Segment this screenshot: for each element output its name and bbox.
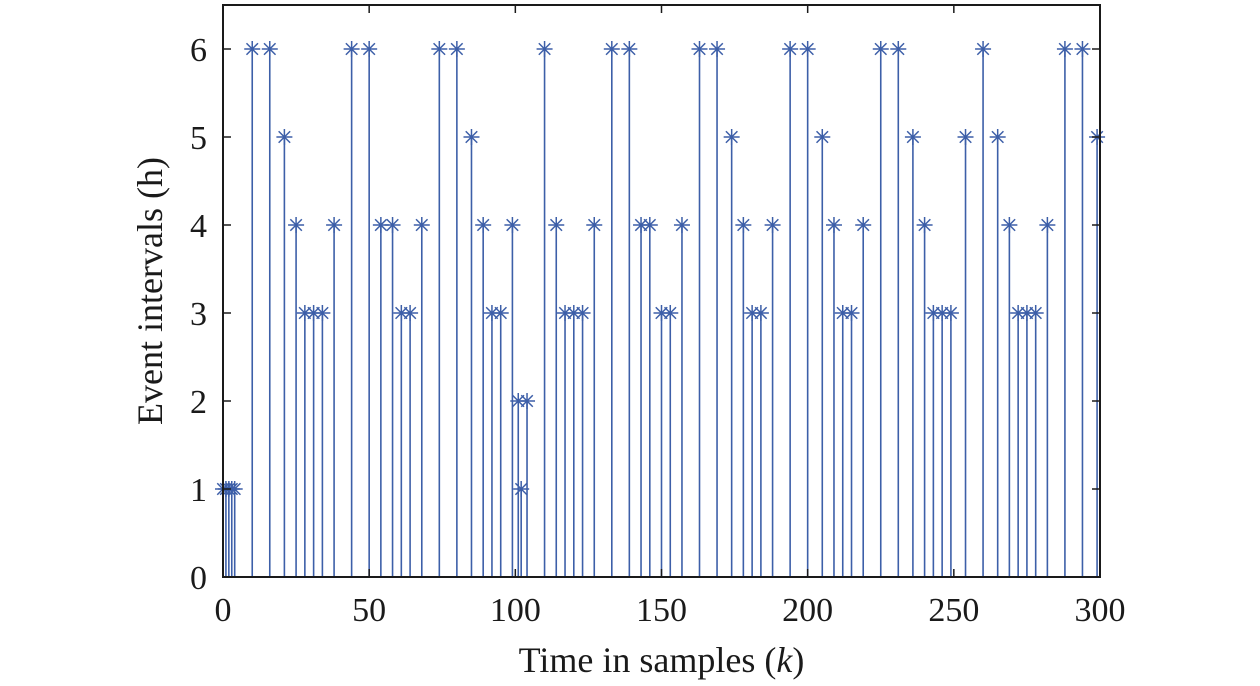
data-point-71 [1039,217,1056,233]
data-point-34 [574,305,591,321]
x-axis-title: Time in samples (k) [519,640,805,680]
y-tick-label-1: 1 [190,472,207,509]
data-point-62 [934,305,951,321]
data-point-23 [475,217,492,233]
data-point-70 [1027,305,1044,321]
data-point-50 [782,41,799,57]
x-tick-label-2: 100 [490,592,541,629]
y-tick-label-2: 2 [190,384,207,421]
data-point-47 [744,305,761,321]
data-point-59 [904,129,921,145]
data-point-39 [641,217,658,233]
data-point-25 [492,305,509,321]
x-tick-label-0: 0 [215,592,232,629]
data-point-45 [723,129,740,145]
data-point-57 [872,41,889,57]
data-point-58 [890,41,907,57]
data-point-7 [276,129,293,145]
data-point-73 [1074,41,1091,57]
data-point-72 [1056,41,1073,57]
y-axis-ticks: 0 1 2 3 4 5 6 [190,32,1100,597]
data-point-42 [673,217,690,233]
data-point-19 [413,217,430,233]
x-tick-label-6: 300 [1075,592,1126,629]
data-point-31 [548,217,565,233]
data-point-21 [448,41,465,57]
data-point-66 [989,129,1006,145]
x-axis-ticks: 0 50 100 150 200 250 300 [215,5,1126,629]
data-point-12 [326,217,343,233]
y-tick-label-5: 5 [190,120,207,157]
x-axis-title-var: k [776,640,793,680]
x-tick-label-3: 150 [636,592,687,629]
data-point-29 [519,393,536,409]
data-point-30 [536,41,553,57]
data-point-6 [261,41,278,57]
data-point-26 [504,217,521,233]
data-point-18 [402,305,419,321]
x-axis-title-suffix: ) [792,640,804,680]
data-point-65 [975,41,992,57]
data-point-36 [603,41,620,57]
data-point-13 [343,41,360,57]
data-point-46 [735,217,752,233]
data-point-37 [621,41,638,57]
data-point-55 [843,305,860,321]
data-point-15 [372,217,389,233]
data-point-56 [855,217,872,233]
data-point-41 [662,305,679,321]
data-point-43 [691,41,708,57]
data-point-64 [957,129,974,145]
data-point-5 [244,41,261,57]
data-point-16 [384,217,401,233]
data-point-63 [942,305,959,321]
x-tick-label-1: 50 [352,592,386,629]
data-point-54 [834,305,851,321]
y-tick-label-4: 4 [190,208,207,245]
data-point-69 [1018,305,1035,321]
data-point-61 [925,305,942,321]
data-point-24 [483,305,500,321]
data-point-32 [557,305,574,321]
data-point-44 [709,41,726,57]
data-point-60 [916,217,933,233]
x-tick-label-4: 200 [782,592,833,629]
data-point-35 [586,217,603,233]
data-point-53 [825,217,842,233]
data-point-67 [1001,217,1018,233]
x-axis-title-prefix: Time in samples ( [519,640,777,680]
y-axis-title: Event intervals (h) [130,157,170,425]
data-point-8 [288,217,305,233]
x-tick-label-5: 250 [928,592,979,629]
y-tick-label-3: 3 [190,296,207,333]
data-point-11 [314,305,331,321]
data-point-52 [814,129,831,145]
data-point-49 [764,217,781,233]
data-point-14 [361,41,378,57]
y-tick-label-6: 6 [190,32,207,69]
data-point-51 [799,41,816,57]
data-point-48 [752,305,769,321]
data-point-28 [513,481,530,497]
stem-series [222,49,1098,577]
y-tick-label-0: 0 [190,560,207,597]
data-point-20 [431,41,448,57]
data-point-22 [463,129,480,145]
marker-series [215,41,1106,497]
